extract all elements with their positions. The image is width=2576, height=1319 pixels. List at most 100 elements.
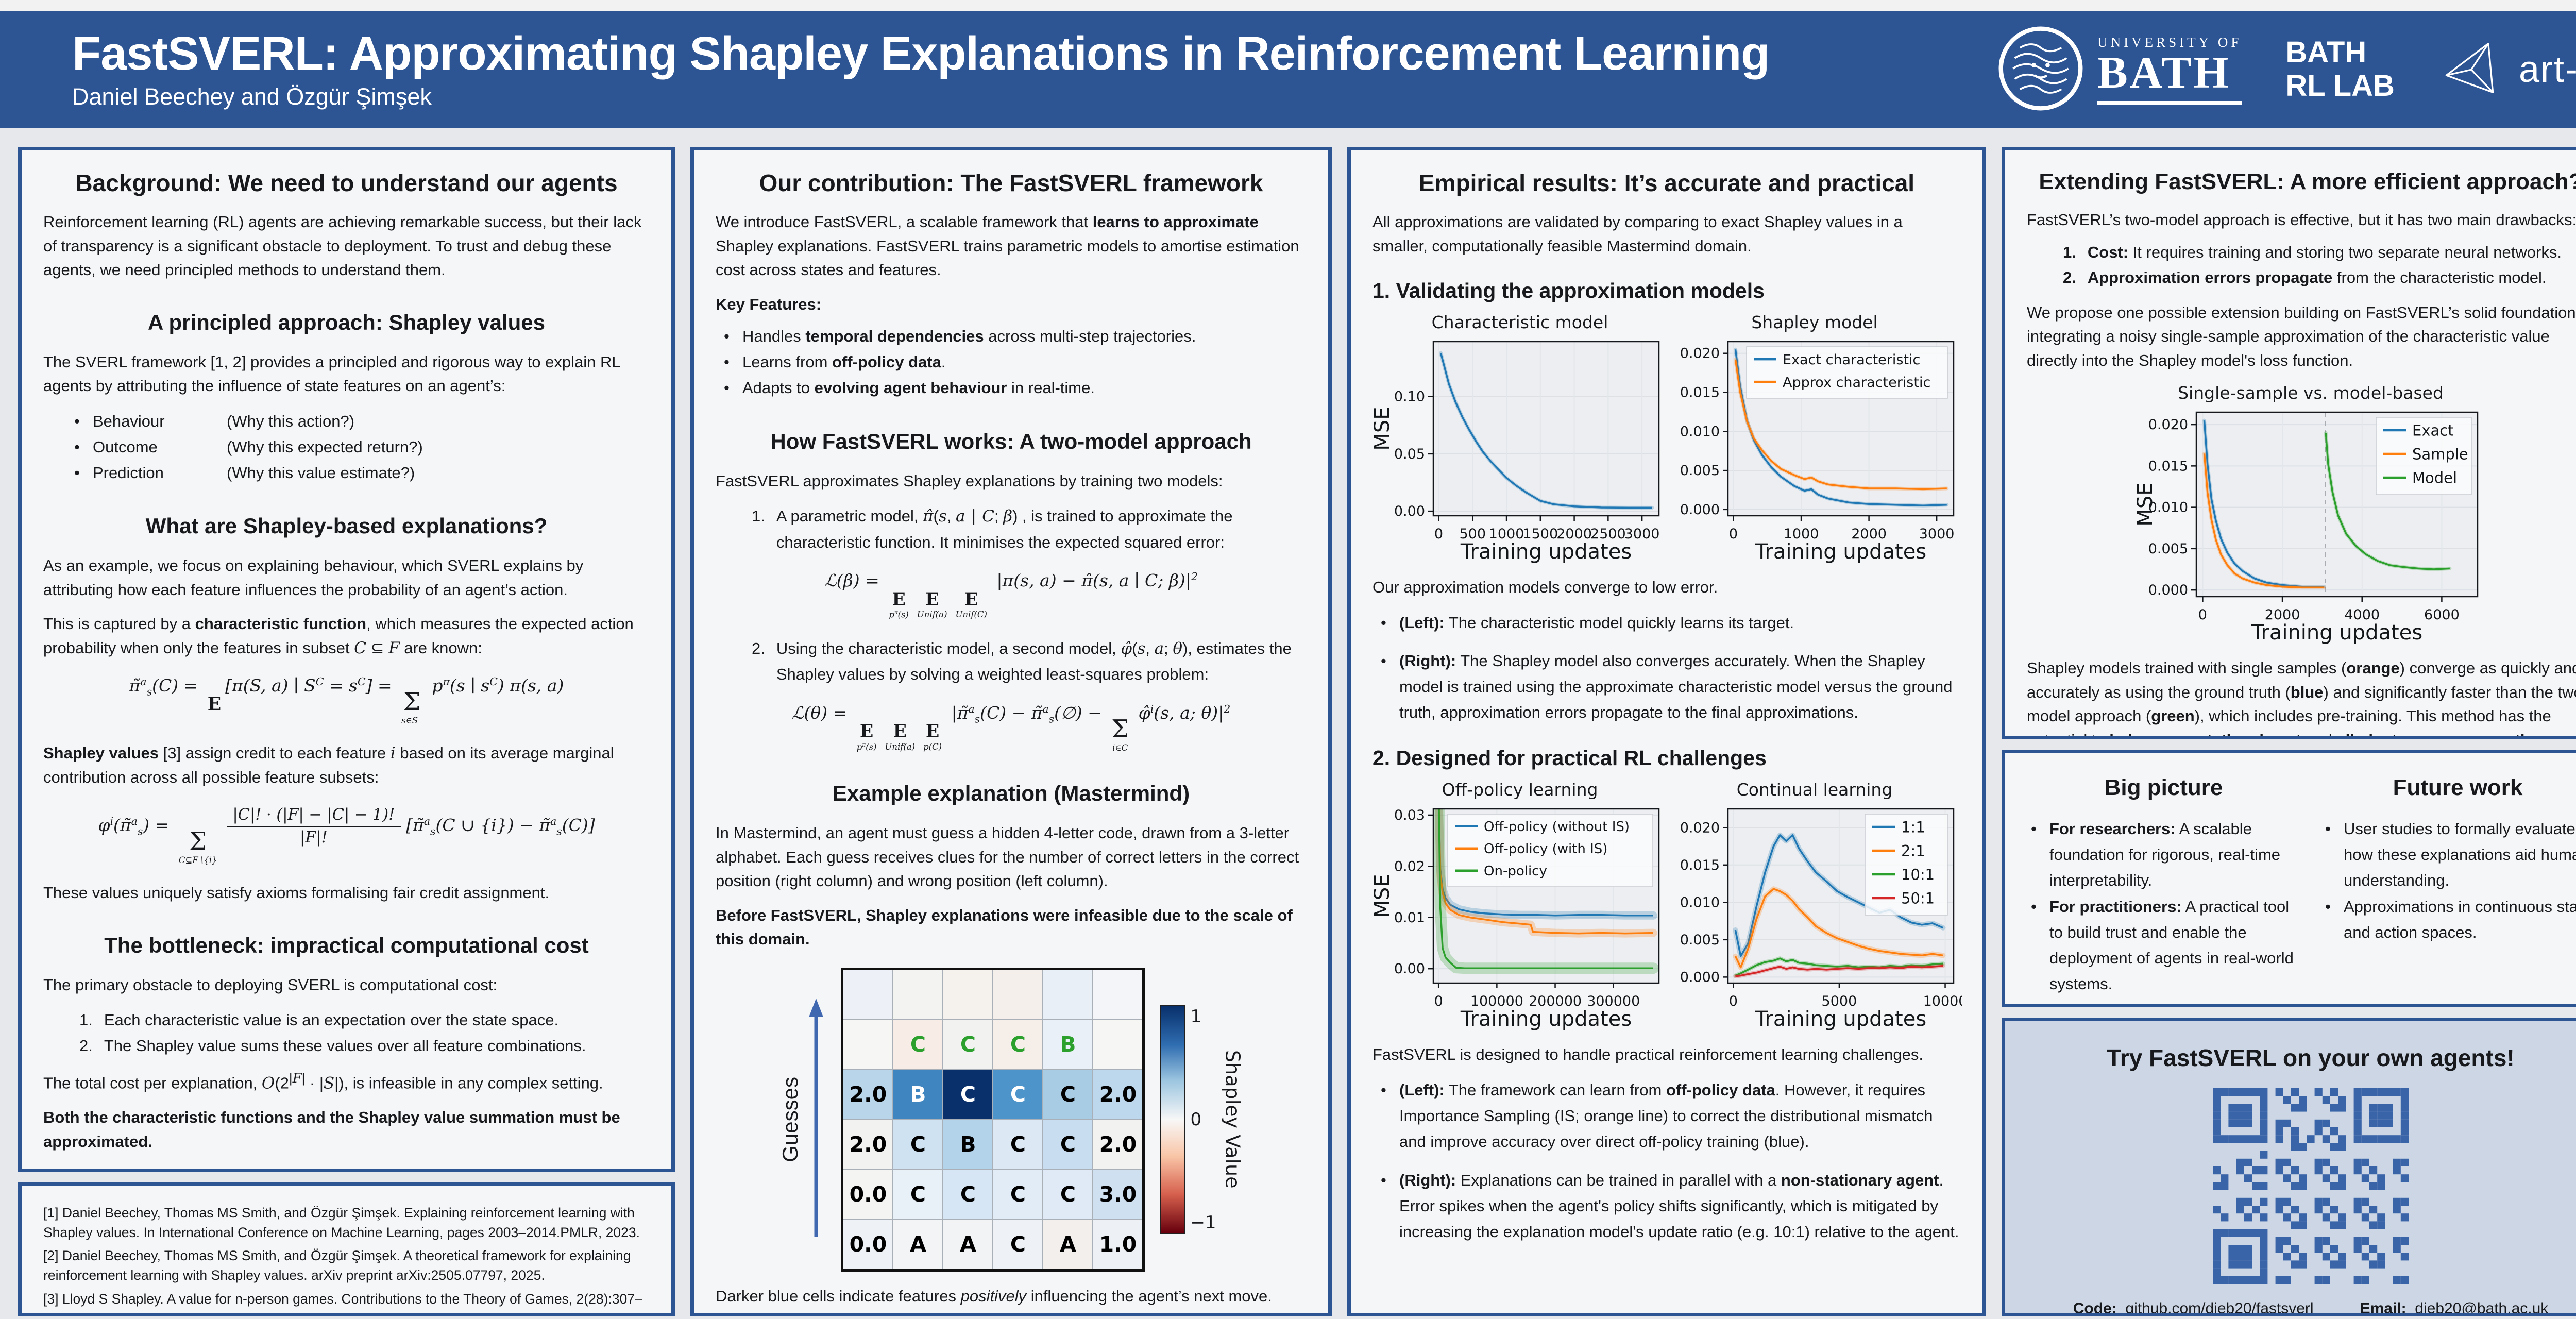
off-policy-plot: 0 100000 200000 300000 0.00 0.01 0.02 0.03 Train… (1372, 807, 1660, 1031)
mastermind-cell: 2.0 (1093, 1120, 1143, 1169)
practical-notes: (Left): The framework can learn from off… (1372, 1077, 1961, 1245)
svg-text:0.10: 0.10 (1394, 389, 1425, 405)
mastermind-cell: C (893, 1170, 943, 1219)
list-item: 2. The Shapley value sums these values ov… (79, 1036, 586, 1055)
svg-text:1:1: 1:1 (1901, 819, 1925, 836)
bullet-item: Prediction(Why this value estimate?) (74, 460, 650, 486)
body-text: All approximations are validated by comp… (1372, 213, 1903, 255)
mastermind-cell: C (993, 1020, 1043, 1069)
svg-text:3000: 3000 (1919, 526, 1955, 542)
body-text: As an example, we focus on explaining be… (43, 556, 584, 599)
poster-header: FastSVERL: Approximating Shapley Explana… (0, 11, 2576, 128)
bath-text: BATH (2097, 47, 2231, 98)
future-work-item: User studies to formally evaluate how th… (2325, 816, 2576, 894)
practical-charts: Off-policy learning 0 100000 200000 300000 0… (1372, 780, 1962, 1033)
mastermind-cell: C (943, 1070, 993, 1119)
svg-text:5000: 5000 (1822, 993, 1857, 1009)
svg-text:10000: 10000 (1923, 993, 1962, 1009)
svg-text:0.000: 0.000 (1680, 502, 1720, 518)
body-text: Before FastSVERL, Shapley explanations w… (716, 906, 1293, 949)
svg-text:0.02: 0.02 (1394, 859, 1425, 875)
section-heading-how-it-works: How FastSVERL works: A two-model approac… (770, 429, 1252, 453)
bath-crest-icon (1997, 25, 2084, 114)
mastermind-grid: C C C B 2.0 B C C C 2.0 2.0 C B C C 2.0 0.0 C C C C 3.0 0.0 A A C… (841, 967, 1145, 1272)
colorbar-ticks: 1 0 −1 (1190, 1006, 1216, 1233)
svg-text:MSE: MSE (1372, 407, 1394, 450)
validation-charts: Characteristic model 0 500 1000 1500 2000 250… (1372, 312, 1961, 565)
reference-item: [1] Daniel Beechey, Thomas MS Smith, and… (43, 1205, 640, 1240)
mastermind-cell (943, 970, 993, 1019)
svg-text:0.03: 0.03 (1394, 807, 1425, 823)
svg-text:0.05: 0.05 (1394, 446, 1425, 462)
art-ai-text: art-ai (2518, 49, 2576, 90)
body-text: We propose one possible extension buildi… (2027, 303, 2576, 369)
chart-off-policy: Off-policy learning 0 100000 200000 300000 0… (1372, 780, 1667, 1033)
svg-text:1000: 1000 (1784, 526, 1819, 542)
colorbar-gradient (1160, 1005, 1185, 1234)
svg-text:Training updates: Training updates (1755, 1007, 1926, 1031)
background-title: Background: We need to understand our ag… (75, 170, 618, 196)
body-text: The primary obstacle to deploying SVERL … (43, 975, 498, 994)
svg-text:1000: 1000 (1489, 526, 1524, 542)
svg-text:2000: 2000 (1851, 526, 1887, 542)
svg-text:2000: 2000 (1556, 526, 1592, 542)
future-work-item: Approximations in continuous state and a… (2325, 894, 2576, 945)
svg-text:Off-policy (with IS): Off-policy (with IS) (1484, 841, 1607, 857)
key-features-label: Key Features: (716, 295, 822, 313)
cta-title: Try FastSVERL on your own agents! (2107, 1044, 2515, 1071)
big-picture-column: Big picture For researchers: A scalable … (2027, 767, 2300, 1004)
bath-wordmark: UNIVERSITY OF BATH (2097, 35, 2242, 105)
body-text: Shapley values [3] assign credit to each… (43, 744, 614, 786)
reference-item: [3] Lloyd S Shapley. A value for n-perso… (43, 1291, 642, 1313)
colorbar-label: Shapley Value (1221, 1050, 1244, 1189)
svg-text:1500: 1500 (1522, 526, 1558, 542)
panel-cta: Try FastSVERL on your own agents! Code: … (2002, 1018, 2576, 1316)
mastermind-cell: C (893, 1120, 943, 1169)
mastermind-cell: B (893, 1070, 943, 1119)
svg-text:50:1: 50:1 (1901, 890, 1935, 907)
email-contact: Email: djeb20@bath.ac.uk (2360, 1300, 2549, 1316)
mastermind-cell (1043, 970, 1093, 1019)
svg-text:300000: 300000 (1587, 993, 1640, 1009)
svg-text:6000: 6000 (2424, 607, 2460, 623)
svg-text:0.010: 0.010 (1680, 895, 1720, 911)
mastermind-cell: C (1043, 1120, 1093, 1169)
body-text: Reinforcement learning (RL) agents are a… (43, 213, 642, 279)
mastermind-cell: C (993, 1170, 1043, 1219)
svg-text:Model: Model (2412, 469, 2457, 487)
mastermind-cell (843, 970, 893, 1019)
body-text: This is captured by a characteristic fun… (43, 615, 634, 657)
drawbacks-list: 1. Cost: It requires training and storing… (2027, 240, 2576, 291)
mastermind-figure: Guesses C C C B 2.0 B C C C 2.0 2.0 C B C C 2.0 0.0 C C C C 3… (716, 965, 1307, 1274)
big-picture-heading: Big picture (2104, 775, 2223, 800)
poster-title: FastSVERL: Approximating Shapley Explana… (72, 27, 1770, 80)
section-heading-what-are: What are Shapley-based explanations? (145, 514, 548, 538)
svg-text:Training updates: Training updates (1755, 540, 1926, 564)
chart-single-sample: Single-sample vs. model-based 0 2000 4000 6… (2027, 383, 2576, 646)
svg-text:0.020: 0.020 (1680, 346, 1720, 362)
mastermind-cell: C (993, 1120, 1043, 1169)
body-text: We introduce FastSVERL, a scalable frame… (716, 213, 1299, 279)
mastermind-cell: 0.0 (843, 1220, 893, 1269)
body-text: These values uniquely satisfy axioms for… (43, 884, 550, 902)
chart-title: Off-policy learning (1442, 780, 1598, 800)
svg-text:Exact: Exact (2412, 422, 2454, 439)
svg-text:0.005: 0.005 (1680, 932, 1720, 948)
mastermind-cell: C (893, 1020, 943, 1069)
mastermind-cell: A (943, 1220, 993, 1269)
mastermind-cell (893, 970, 943, 1019)
svg-text:0.015: 0.015 (1680, 857, 1720, 873)
panel-extending: Extending FastSVERL: A more efficient ap… (2002, 147, 2576, 739)
big-picture-item: For researchers: A scalable foundation f… (2031, 816, 2300, 894)
cost-list: 1. Each characteristic value is an expect… (43, 1007, 650, 1058)
mastermind-cell: 0.0 (843, 1170, 893, 1219)
drawback-item: 2. Approximation errors propagate from th… (2063, 268, 2547, 287)
big-picture-item: For practitioners: A practical tool to b… (2031, 894, 2300, 997)
mastermind-cell: C (943, 1020, 993, 1069)
svg-text:0: 0 (2198, 607, 2207, 623)
body-text: In Mastermind, an agent must guess a hid… (716, 824, 1299, 890)
panel-references: [1] Daniel Beechey, Thomas MS Smith, and… (18, 1182, 675, 1316)
svg-text:0: 0 (1729, 993, 1738, 1009)
